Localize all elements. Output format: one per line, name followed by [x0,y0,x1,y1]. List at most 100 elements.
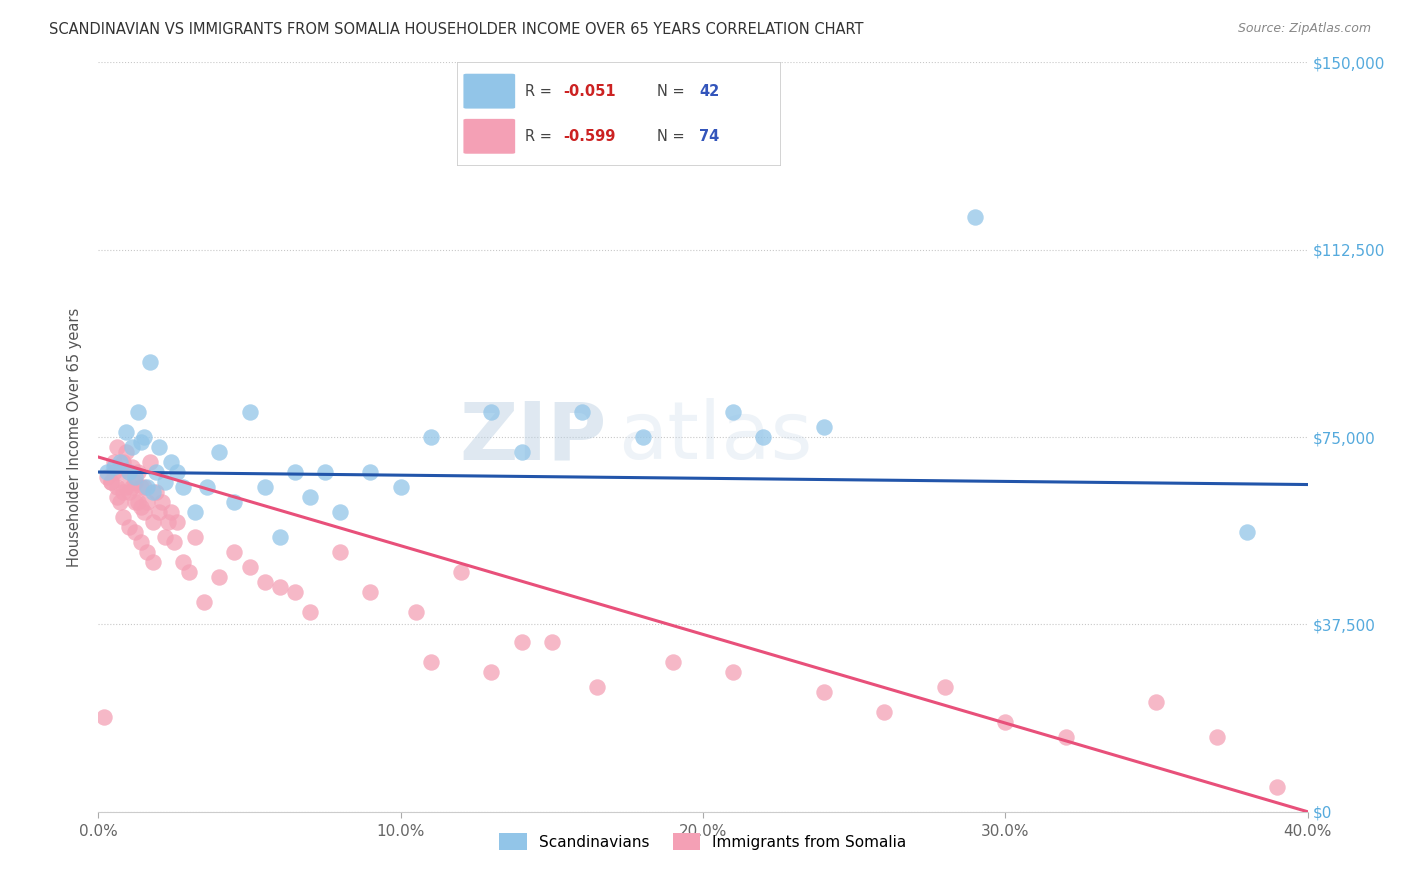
Text: N =: N = [658,128,690,144]
Point [145,465,167,479]
Point [329,545,352,559]
Point [142,555,165,569]
Point [360,585,382,599]
Point [314,465,336,479]
Point [172,555,194,569]
Point [121,440,143,454]
Point [156,515,179,529]
Point [661,655,683,669]
Point [329,505,352,519]
Point [1236,524,1258,539]
Point [153,530,176,544]
Point [132,480,155,494]
Point [129,435,152,450]
Point [114,445,136,459]
Point [184,530,207,544]
Point [129,480,152,494]
Text: 74: 74 [700,128,720,144]
Point [142,485,165,500]
Point [184,505,207,519]
Point [108,465,131,479]
Point [239,560,262,574]
Point [127,465,149,479]
Point [224,495,246,509]
Point [93,710,115,724]
Point [142,515,165,529]
Point [723,665,745,679]
Point [105,480,128,494]
Point [1267,780,1289,794]
Point [132,430,155,444]
Point [124,495,146,509]
Text: ZIP: ZIP [458,398,606,476]
Text: -0.599: -0.599 [564,128,616,144]
Point [135,495,157,509]
Legend: Scandinavians, Immigrants from Somalia: Scandinavians, Immigrants from Somalia [494,827,912,856]
Text: -0.051: -0.051 [564,84,616,99]
Point [103,455,125,469]
Point [934,680,956,694]
Point [105,490,128,504]
Point [129,500,152,514]
Point [127,495,149,509]
Point [135,480,157,494]
Point [105,440,128,454]
Point [121,480,143,494]
Point [586,680,609,694]
Point [127,405,149,419]
Point [420,655,443,669]
Point [873,705,896,719]
Text: 42: 42 [700,84,720,99]
Point [108,495,131,509]
Point [965,211,987,225]
Point [269,580,291,594]
Point [269,530,291,544]
Point [163,535,186,549]
Point [148,440,170,454]
Text: N =: N = [658,84,690,99]
Point [114,425,136,439]
Point [224,545,246,559]
Point [813,685,835,699]
Point [1146,695,1168,709]
Point [103,460,125,475]
Point [752,430,775,444]
Point [405,605,427,619]
Point [208,570,231,584]
Point [510,445,533,459]
Point [124,470,146,484]
Point [96,470,118,484]
Point [124,524,146,539]
Point [481,665,503,679]
Point [540,635,562,649]
Point [631,430,654,444]
Point [1054,730,1077,744]
Point [121,460,143,475]
Point [103,465,125,479]
Point [135,545,157,559]
Point [160,505,183,519]
Point [299,605,322,619]
Point [96,465,118,479]
Point [118,485,141,500]
Point [139,455,162,469]
Point [813,420,835,434]
Point [360,465,382,479]
Point [111,485,134,500]
Point [1206,730,1229,744]
Point [118,465,141,479]
Point [179,565,201,579]
Point [481,405,503,419]
Text: SCANDINAVIAN VS IMMIGRANTS FROM SOMALIA HOUSEHOLDER INCOME OVER 65 YEARS CORRELA: SCANDINAVIAN VS IMMIGRANTS FROM SOMALIA … [49,22,863,37]
Point [111,510,134,524]
Text: atlas: atlas [619,398,813,476]
Point [153,475,176,489]
Point [100,475,122,489]
Point [208,445,231,459]
Point [129,535,152,549]
Point [571,405,593,419]
Point [510,635,533,649]
Point [253,480,276,494]
Point [139,355,162,369]
Point [114,480,136,494]
